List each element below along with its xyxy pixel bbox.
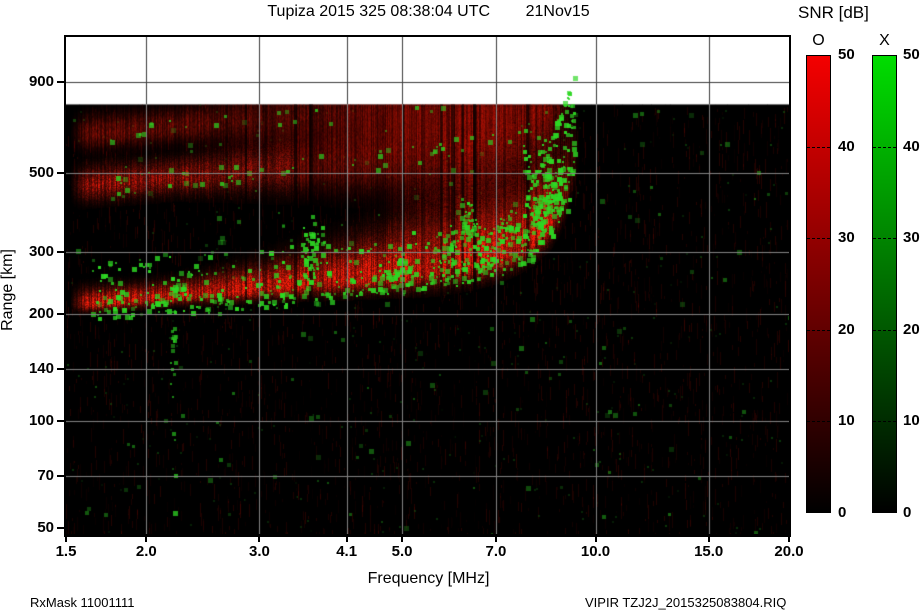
y-tick-label: 900	[28, 73, 54, 91]
x-tick-label: 1.5	[55, 543, 77, 560]
o-mode-colorbar	[806, 55, 831, 513]
colorbar-tick-label: 20	[838, 320, 855, 338]
x-tick-label: 7.0	[485, 543, 507, 560]
x-mode-label: X	[879, 32, 890, 49]
y-tick-mark	[57, 172, 64, 174]
x-tick-label: 20.0	[774, 543, 804, 560]
x-tick-mark	[401, 537, 404, 542]
x-tick-mark	[788, 537, 790, 542]
x-tick-mark	[345, 537, 348, 542]
colorbar-tick-dash	[807, 421, 830, 423]
colorbar-tick-dash	[873, 238, 896, 240]
x-axis-label: Frequency [MHz]	[367, 570, 490, 587]
y-tick-mark	[57, 368, 64, 371]
colorbar-tick-label: 40	[838, 137, 855, 155]
x-tick-label: 15.0	[694, 543, 724, 560]
x-tick-mark	[494, 537, 497, 542]
colorbar-tick-dash	[873, 146, 896, 148]
colorbar-tick-label: 40	[903, 137, 920, 155]
colorbar-tick-dash	[807, 329, 830, 331]
y-tick-mark	[57, 527, 64, 529]
y-tick-label: 500	[28, 164, 54, 181]
snr-colorbar-title: SNR [dB]	[798, 3, 869, 22]
y-tick-mark	[57, 420, 64, 423]
colorbar-tick-dash	[873, 421, 896, 423]
x-tick-label: 10.0	[580, 543, 611, 560]
x-tick-label: 3.0	[249, 543, 270, 560]
colorbar-tick-label: 50	[903, 46, 920, 63]
y-tick-label: 50	[37, 519, 54, 536]
x-tick-mark	[594, 537, 597, 542]
colorbar-tick-label: 10	[838, 412, 855, 430]
colorbar-tick-dash	[873, 329, 896, 331]
colorbar-tick-label: 0	[838, 504, 847, 521]
y-tick-mark	[57, 250, 64, 253]
colorbar-tick-label: 30	[838, 229, 855, 247]
x-tick-label: 2.0	[135, 543, 157, 560]
y-tick-label: 100	[28, 412, 54, 430]
colorbar-tick-dash	[807, 238, 830, 240]
colorbar-tick-dash	[807, 146, 830, 148]
colorbar-tick-label: 50	[838, 46, 855, 63]
o-mode-label: O	[812, 32, 825, 49]
x-tick-mark	[145, 537, 148, 542]
rx-mask-text: RxMask 11001111	[30, 595, 135, 610]
x-tick-label: 5.0	[391, 543, 413, 560]
colorbar-tick-label: 30	[903, 229, 920, 247]
y-tick-mark	[57, 475, 64, 478]
y-tick-mark	[57, 313, 64, 316]
plot-area	[64, 35, 791, 537]
colorbar-tick-label: 20	[903, 320, 920, 338]
x-tick-mark	[707, 537, 710, 542]
y-tick-label: 200	[28, 305, 54, 323]
page-title: Tupiza 2015 325 08:38:04 UTC 21Nov15	[267, 3, 590, 20]
x-tick-mark	[258, 537, 261, 542]
x-tick-label: 4.1	[336, 543, 358, 560]
x-mode-colorbar	[872, 55, 897, 513]
y-tick-label: 70	[37, 467, 54, 485]
ionogram-canvas	[66, 37, 789, 534]
y-tick-mark	[57, 81, 64, 84]
y-tick-label: 300	[28, 242, 54, 260]
colorbar-tick-label: 0	[903, 504, 912, 521]
data-file-text: VIPIR TZJ2J_2015325083804.RIQ	[585, 595, 787, 610]
colorbar-tick-label: 10	[903, 412, 920, 430]
y-tick-label: 140	[28, 360, 54, 378]
x-tick-mark	[65, 537, 67, 542]
y-axis-label: Range [km]	[0, 249, 16, 331]
